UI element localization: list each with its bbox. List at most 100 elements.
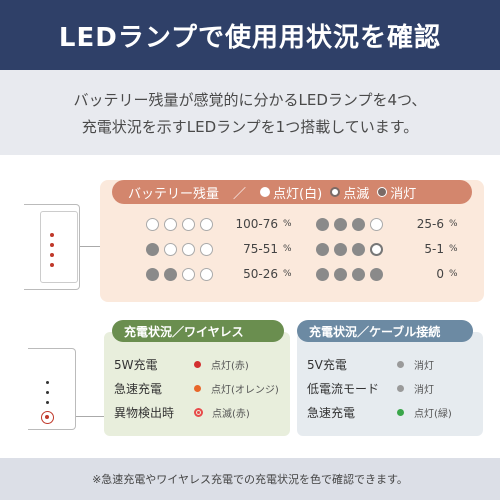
- led-off-icon: [377, 187, 388, 197]
- charge-mode-label: 異物検出時: [114, 406, 175, 420]
- charge-mode-label: 低電流モード: [307, 382, 380, 396]
- led-on-icon: [370, 217, 383, 231]
- charge-mode-label: 急速充電: [114, 382, 163, 396]
- led-off-icon: [316, 217, 329, 231]
- percent-sign: %: [283, 244, 292, 254]
- cable-charging-panel: 充電状況／ケーブル接続 5V充電 消灯 低電流モード 消灯急速充電 点灯(緑): [297, 320, 483, 436]
- led-dot-icon: [397, 409, 404, 416]
- led-blink-icon: [194, 408, 203, 417]
- led-dot-icon: [397, 361, 404, 368]
- battery-range: 5-1: [424, 242, 444, 256]
- led-dot-icon: [397, 385, 404, 392]
- led-on-icon: [164, 217, 177, 231]
- footer-note: ※急速充電やワイヤレス充電での充電状況を色で確認できます。: [0, 458, 500, 500]
- leader-line: [76, 416, 106, 417]
- led-off-icon: [316, 242, 329, 256]
- led-blink-icon: [370, 242, 383, 256]
- led-status-text: 点灯(赤): [211, 361, 249, 372]
- header-separator: ／: [233, 186, 247, 202]
- device-illustration-battery: [24, 204, 80, 290]
- cable-panel-header: 充電状況／ケーブル接続: [297, 320, 473, 342]
- led-off-icon: [334, 267, 347, 281]
- battery-led-dot: [50, 253, 54, 257]
- cable-status-row: 急速充電 点灯(緑): [307, 404, 452, 421]
- battery-led-dot: [50, 243, 54, 247]
- battery-header-label: バッテリー残量: [128, 186, 220, 202]
- device-led-dot: [46, 381, 49, 384]
- device-led-dot: [46, 401, 49, 404]
- percent-sign: %: [449, 219, 458, 229]
- intro-text: バッテリー残量が感覚的に分かるLEDランプを4つ、 充電状況を示すLEDランプを…: [0, 70, 500, 155]
- device-face: [40, 211, 78, 283]
- cable-status-row: 5V充電 消灯: [307, 356, 434, 373]
- intro-line-1: バッテリー残量が感覚的に分かるLEDランプを4つ、: [73, 90, 427, 109]
- legend-label: 点灯(白): [273, 186, 323, 202]
- legend-item-off: 消灯: [377, 183, 416, 202]
- led-off-icon: [352, 217, 365, 231]
- led-off-icon: [370, 267, 383, 281]
- charge-led-ring: [41, 411, 54, 424]
- charge-mode-label: 急速充電: [307, 406, 356, 420]
- led-blink-icon: [330, 187, 341, 197]
- led-status-text: 点灯(オレンジ): [211, 385, 279, 396]
- charge-mode-label: 5W充電: [114, 358, 158, 372]
- led-off-icon: [334, 217, 347, 231]
- led-on-icon: [164, 242, 177, 256]
- battery-range: 25-6: [416, 217, 444, 231]
- led-status-text: 点滅(赤): [212, 409, 250, 420]
- led-on-icon: [200, 217, 213, 231]
- battery-level-row: 100-76%: [146, 217, 292, 231]
- legend-label: 点滅: [343, 186, 370, 202]
- battery-led-dot: [50, 233, 54, 237]
- wireless-status-row: 急速充電 点灯(オレンジ): [114, 380, 279, 397]
- led-on-icon: [200, 242, 213, 256]
- wireless-status-row: 異物検出時 点滅(赤): [114, 404, 250, 421]
- cable-status-row: 低電流モード 消灯: [307, 380, 434, 397]
- battery-level-row: 75-51%: [146, 242, 292, 256]
- wireless-charging-panel: 充電状況／ワイヤレス 5W充電 点灯(赤) 急速充電 点灯(オレンジ) 異物検出時 点滅(…: [104, 320, 290, 436]
- battery-led-dot: [50, 263, 54, 267]
- led-off-icon: [316, 267, 329, 281]
- led-off-icon: [146, 242, 159, 256]
- led-off-icon: [334, 242, 347, 256]
- led-on-icon: [200, 267, 213, 281]
- charge-mode-label: 5V充電: [307, 358, 347, 372]
- led-off-icon: [164, 267, 177, 281]
- led-off-icon: [352, 242, 365, 256]
- battery-level-row: 0%: [316, 267, 458, 281]
- battery-level-panel: バッテリー残量 ／ 点灯(白) 点滅 消灯 100-76% 75-51% 50-26% 2…: [100, 180, 484, 302]
- intro-line-2: 充電状況を示すLEDランプを1つ搭載しています。: [81, 117, 419, 136]
- legend-label: 消灯: [390, 186, 417, 202]
- leader-line: [80, 246, 102, 247]
- legend-item-blink: 点滅: [330, 183, 369, 202]
- device-illustration-charge: [28, 348, 76, 430]
- battery-level-row: 5-1%: [316, 242, 458, 256]
- led-on-icon: [182, 217, 195, 231]
- wireless-panel-header: 充電状況／ワイヤレス: [112, 320, 284, 342]
- battery-legend: 点灯(白) 点滅 消灯: [260, 183, 424, 202]
- percent-sign: %: [283, 219, 292, 229]
- wireless-status-row: 5W充電 点灯(赤): [114, 356, 249, 373]
- led-dot-icon: [194, 361, 201, 368]
- led-on-icon: [182, 267, 195, 281]
- battery-level-row: 50-26%: [146, 267, 292, 281]
- led-on-icon: [182, 242, 195, 256]
- battery-range: 0: [436, 267, 444, 281]
- page-title: LEDランプで使用用状況を確認: [0, 0, 500, 70]
- device-led-dot: [46, 391, 49, 394]
- led-status-text: 点灯(緑): [414, 409, 452, 420]
- percent-sign: %: [449, 269, 458, 279]
- battery-range: 75-51: [243, 242, 278, 256]
- led-on-icon: [260, 187, 271, 197]
- led-on-icon: [146, 217, 159, 231]
- battery-range: 100-76: [235, 217, 278, 231]
- led-off-icon: [352, 267, 365, 281]
- battery-level-row: 25-6%: [316, 217, 458, 231]
- battery-legend-header: バッテリー残量 ／ 点灯(白) 点滅 消灯: [112, 180, 472, 204]
- led-dot-icon: [194, 385, 201, 392]
- led-status-text: 消灯: [414, 385, 434, 396]
- led-off-icon: [146, 267, 159, 281]
- percent-sign: %: [283, 269, 292, 279]
- battery-range: 50-26: [243, 267, 278, 281]
- percent-sign: %: [449, 244, 458, 254]
